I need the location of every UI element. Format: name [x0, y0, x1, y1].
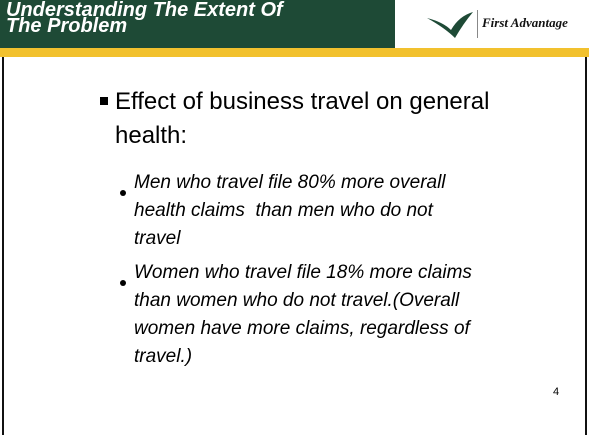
sub-bullet-marker	[120, 190, 126, 196]
logo-separator	[477, 10, 478, 38]
bullet-marker	[100, 97, 108, 105]
header-band: Understanding The Extent Of The Problem	[0, 0, 395, 48]
sub-bullet-marker	[120, 280, 126, 286]
sub-bullet-text: Women who travel file 18% more claims th…	[134, 262, 478, 367]
border	[585, 57, 587, 435]
bullet-text: Effect of business travel on general hea…	[115, 88, 490, 149]
logo-text: First Advantage	[482, 15, 568, 30]
page-number: 4	[553, 386, 560, 398]
title-line: The Problem	[6, 15, 128, 37]
sub-bullet-text: Men who travel file 80% more overall hea…	[134, 172, 451, 249]
border	[2, 57, 4, 435]
bird	[427, 12, 473, 38]
logo-icon	[427, 12, 473, 38]
slide-title: Understanding The Extent Of The Problem	[6, 0, 283, 37]
gold-bar	[0, 48, 589, 57]
title-line: Understanding The Extent Of	[6, 0, 283, 21]
